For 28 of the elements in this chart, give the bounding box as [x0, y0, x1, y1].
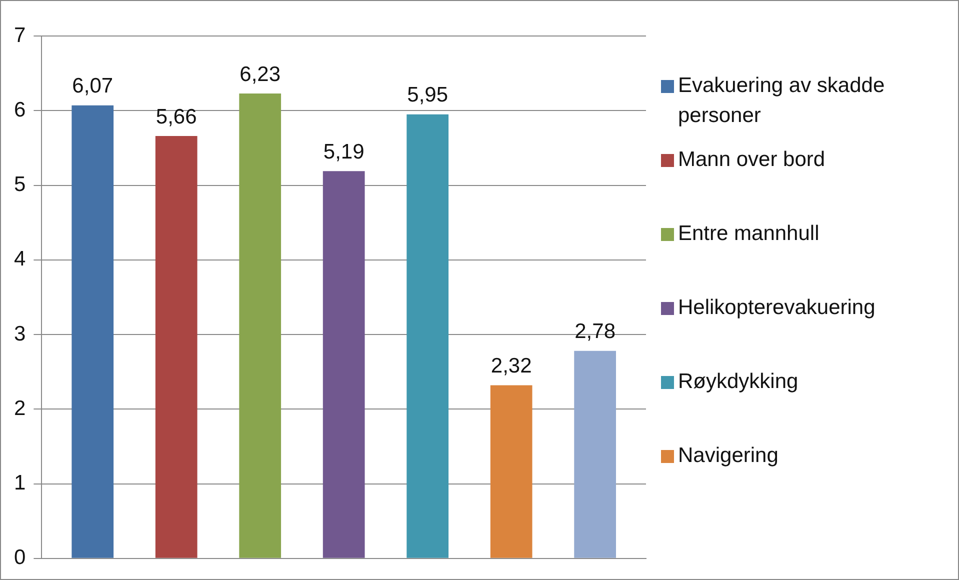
legend-label: Helikopterevakuering [678, 295, 876, 321]
y-tick-label: 0 [14, 546, 26, 570]
data-label: 6,07 [72, 74, 114, 98]
data-label: 2,32 [490, 354, 532, 378]
data-label: 2,78 [574, 320, 616, 344]
y-tick-label: 6 [14, 98, 26, 122]
bar [574, 350, 616, 558]
bar [322, 171, 365, 558]
legend-label: Navigering [678, 443, 778, 469]
y-tick-label: 1 [14, 472, 26, 495]
bar [72, 105, 114, 558]
y-tick-label: 5 [14, 173, 26, 196]
data-label: 6,23 [240, 62, 281, 86]
bar [239, 93, 282, 558]
bar [155, 136, 198, 558]
y-tick-label: 3 [14, 322, 26, 346]
y-tick-label: 2 [14, 396, 26, 420]
bar [490, 385, 532, 558]
y-tick-label: 4 [14, 248, 26, 271]
legend-label: Røykdykking [678, 369, 798, 395]
legend-label: Evakuering av skadde personer [678, 73, 886, 129]
bar [406, 114, 449, 558]
legend-label: Mann over bord [678, 147, 826, 173]
data-label: 5,66 [156, 105, 197, 128]
data-label: 5,19 [323, 140, 364, 164]
legend-label: Entre mannhull [678, 221, 820, 247]
data-label: 5,95 [407, 84, 448, 107]
y-tick-label: 7 [14, 24, 26, 47]
